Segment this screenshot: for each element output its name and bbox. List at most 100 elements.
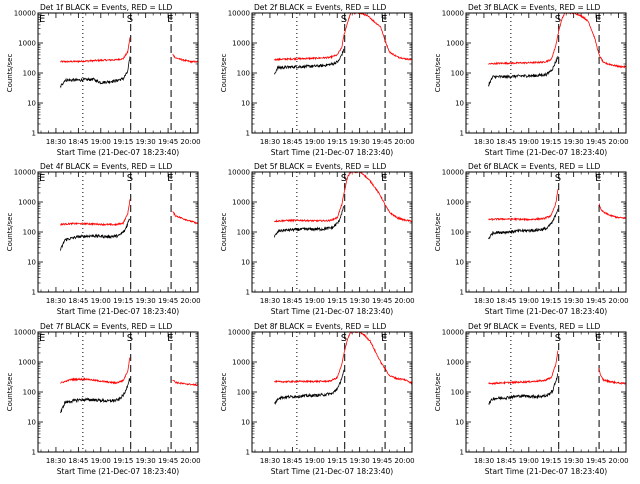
plot-area <box>60 332 198 452</box>
x-tick-label: 19:15 <box>327 457 347 465</box>
y-axis-label: Counts/sec <box>6 54 14 93</box>
y-tick-label: 1 <box>460 449 464 457</box>
panel-det-8: Det 8f BLACK = Events, RED = LLD Counts/s… <box>220 322 415 476</box>
x-tick-label: 19:30 <box>136 297 156 305</box>
x-axis-label: Start Time (21-Dec-07 18:23:40) <box>57 307 179 316</box>
events-series-line <box>274 369 345 406</box>
events-series-line <box>488 208 559 240</box>
plot-area <box>274 332 412 452</box>
x-tick-label: 19:00 <box>91 457 111 465</box>
plot-area <box>60 172 198 292</box>
x-axis-label: Start Time (21-Dec-07 18:23:40) <box>485 307 607 316</box>
x-tick-label: 18:30 <box>260 138 280 146</box>
x-tick-label: 18:30 <box>474 457 494 465</box>
marker-label-e: E <box>595 333 601 344</box>
x-tick-label: 19:30 <box>136 138 156 146</box>
x-tick-label: 19:00 <box>305 457 325 465</box>
x-axis-label: Start Time (21-Dec-07 18:23:40) <box>271 148 393 157</box>
marker-label-s: S <box>341 333 347 344</box>
panel-title: Det 3f BLACK = Events, RED = LLD <box>468 3 601 12</box>
y-axis-label: Counts/sec <box>6 213 14 252</box>
y-tick-label: 10000 <box>228 169 250 177</box>
marker-label-e: E <box>381 333 387 344</box>
x-tick-label: 19:30 <box>350 138 370 146</box>
x-tick-label: 20:00 <box>394 457 414 465</box>
panel-frame <box>251 171 413 293</box>
x-tick-label: 19:30 <box>564 297 584 305</box>
marker-label-s: S <box>127 333 133 344</box>
marker-label-e: E <box>595 173 601 184</box>
panel-det-3: Det 3f BLACK = Events, RED = LLD Counts/s… <box>434 3 629 157</box>
lld-series-line <box>488 350 559 386</box>
x-tick-label: 19:45 <box>372 138 392 146</box>
x-tick-label: 19:15 <box>327 138 347 146</box>
plot-area <box>488 13 626 133</box>
x-tick-label: 19:00 <box>519 297 539 305</box>
x-tick-label: 19:15 <box>113 457 133 465</box>
lld-series-line <box>488 189 559 222</box>
x-axis-label: Start Time (21-Dec-07 18:23:40) <box>57 467 179 476</box>
x-tick-label: 19:45 <box>372 297 392 305</box>
events-series-line <box>60 218 131 251</box>
x-axis-label: Start Time (21-Dec-07 18:23:40) <box>271 467 393 476</box>
y-tick-label: 100 <box>237 389 250 397</box>
events-series-line <box>60 56 131 89</box>
y-tick-label: 1 <box>246 289 250 297</box>
marker-label-s: S <box>555 173 561 184</box>
y-tick-label: 10000 <box>442 10 464 18</box>
corner-marker-label: E <box>39 14 45 25</box>
y-tick-label: 10 <box>241 259 250 267</box>
lld-series-line <box>598 368 626 386</box>
panel-title: Det 7f BLACK = Events, RED = LLD <box>40 322 173 331</box>
y-tick-label: 10000 <box>14 329 36 337</box>
panel-det-1: Det 1f BLACK = Events, RED = LLD Counts/s… <box>6 3 201 157</box>
marker-label-e: E <box>167 333 173 344</box>
x-tick-label: 18:45 <box>68 138 88 146</box>
panel-frame <box>465 12 627 134</box>
x-tick-label: 18:30 <box>474 297 494 305</box>
x-tick-label: 19:45 <box>372 457 392 465</box>
y-tick-label: 100 <box>23 229 36 237</box>
x-tick-label: 19:15 <box>541 297 561 305</box>
y-axis-label: Counts/sec <box>434 373 442 412</box>
x-tick-label: 19:00 <box>519 457 539 465</box>
y-tick-label: 10 <box>455 259 464 267</box>
y-axis-label: Counts/sec <box>220 213 228 252</box>
x-tick-label: 19:15 <box>541 138 561 146</box>
x-tick-label: 19:45 <box>586 138 606 146</box>
x-tick-label: 19:15 <box>113 138 133 146</box>
panel-frame <box>251 331 413 453</box>
events-series-line <box>274 205 345 238</box>
lld-series-line <box>172 379 198 387</box>
panel-frame <box>251 12 413 134</box>
lld-series-line <box>60 199 131 227</box>
marker-label-s: S <box>127 14 133 25</box>
x-tick-label: 18:45 <box>282 138 302 146</box>
y-tick-label: 1000 <box>446 199 464 207</box>
y-tick-label: 1000 <box>446 40 464 48</box>
y-tick-label: 1000 <box>446 359 464 367</box>
y-tick-label: 100 <box>451 70 464 78</box>
y-tick-label: 10 <box>27 259 36 267</box>
panel-title: Det 8f BLACK = Events, RED = LLD <box>254 322 387 331</box>
x-tick-label: 20:00 <box>180 457 200 465</box>
lld-series-line <box>172 53 198 64</box>
x-axis-label: Start Time (21-Dec-07 18:23:40) <box>485 148 607 157</box>
x-tick-label: 18:45 <box>496 297 516 305</box>
y-tick-label: 1 <box>32 130 36 138</box>
panel-frame <box>37 12 199 134</box>
x-tick-label: 20:00 <box>608 138 628 146</box>
x-axis-label: Start Time (21-Dec-07 18:23:40) <box>271 307 393 316</box>
x-tick-label: 19:30 <box>564 138 584 146</box>
x-tick-label: 18:45 <box>68 457 88 465</box>
x-tick-label: 18:45 <box>282 457 302 465</box>
x-tick-label: 18:30 <box>46 457 66 465</box>
x-tick-label: 19:15 <box>327 297 347 305</box>
x-tick-label: 19:15 <box>541 457 561 465</box>
plot-area <box>60 13 198 133</box>
x-tick-label: 18:45 <box>68 297 88 305</box>
x-tick-label: 19:30 <box>350 457 370 465</box>
y-tick-label: 1 <box>32 449 36 457</box>
x-tick-label: 18:30 <box>46 297 66 305</box>
panel-det-9: Det 9f BLACK = Events, RED = LLD Counts/s… <box>434 322 629 476</box>
